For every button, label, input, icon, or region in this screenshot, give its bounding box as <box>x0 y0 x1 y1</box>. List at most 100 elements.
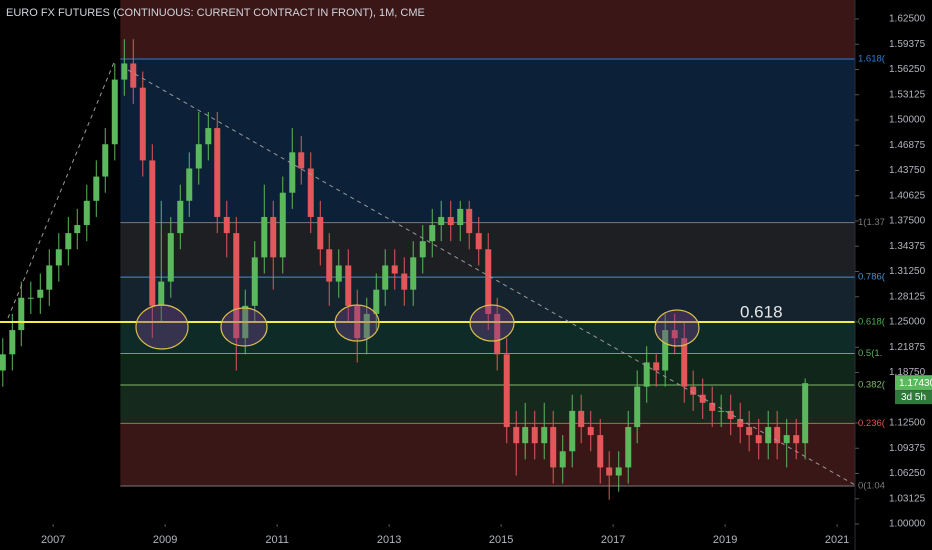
fib-label: 0.618( <box>858 317 886 328</box>
candle-body <box>550 427 557 468</box>
candle-body <box>699 394 706 403</box>
last-price-label: 1.17430 <box>899 378 932 389</box>
fib-label: 0.5(1. <box>858 348 882 359</box>
fib-label: 0.236( <box>858 418 886 429</box>
countdown-label: 3d 5h <box>901 392 926 403</box>
candle-body <box>559 451 566 468</box>
last-price-box <box>895 375 932 391</box>
time-axis-bg <box>0 524 855 550</box>
candle-body <box>653 362 660 371</box>
candle-body <box>307 168 314 217</box>
highlight-ellipse <box>135 304 189 350</box>
y-tick-label: 1.00000 <box>889 519 926 530</box>
trendline <box>7 59 116 319</box>
candle-body <box>587 427 594 436</box>
x-tick-label: 2015 <box>489 534 513 546</box>
fib-label: 0.382( <box>858 380 886 391</box>
candle-body <box>102 144 109 177</box>
candle-body <box>382 265 389 290</box>
candle-body <box>494 313 501 355</box>
candle-body <box>503 354 510 428</box>
candle-body <box>793 435 800 444</box>
candle-body <box>634 386 641 428</box>
candle-body <box>261 216 268 258</box>
x-tick-label: 2009 <box>153 534 177 546</box>
candle-body <box>373 289 380 314</box>
candle-body <box>457 208 464 226</box>
candle-body <box>774 427 781 444</box>
candle-body <box>205 128 212 145</box>
y-tick-label: 1.46875 <box>889 140 926 151</box>
x-tick-label: 2021 <box>825 534 849 546</box>
candle-body <box>270 216 277 258</box>
y-tick-label: 1.12500 <box>889 418 926 429</box>
y-tick-label: 1.50000 <box>889 115 926 126</box>
candle-body <box>317 216 324 250</box>
candle-body <box>541 427 548 444</box>
y-tick-label: 1.43750 <box>889 165 926 176</box>
y-tick-label: 1.21875 <box>889 342 926 353</box>
candle-body <box>93 176 100 201</box>
y-tick-label: 1.18750 <box>889 367 926 378</box>
candle-body <box>139 87 146 161</box>
fib-band <box>120 385 855 424</box>
candle-body <box>615 467 622 476</box>
candle-body <box>65 233 72 250</box>
candle-body <box>802 383 809 444</box>
candle-body <box>410 257 417 290</box>
candle-body <box>186 168 193 201</box>
candle-body <box>335 265 342 282</box>
candle-body <box>37 289 44 298</box>
candle-body <box>326 249 333 282</box>
highlight-ellipse <box>469 304 515 342</box>
fib-label: 1.618( <box>858 54 886 65</box>
y-tick-label: 1.25000 <box>889 317 926 328</box>
candle-body <box>447 216 454 226</box>
candle-body <box>83 200 90 226</box>
candle-body <box>419 241 426 258</box>
fib-band <box>120 58 855 223</box>
y-tick-label: 1.56250 <box>889 64 926 75</box>
candle-body <box>746 427 753 436</box>
candle-body <box>18 297 25 331</box>
fib-bands <box>120 0 855 487</box>
trendline <box>127 69 856 486</box>
candle-body <box>214 128 221 217</box>
candle-body <box>251 257 258 306</box>
candle-body <box>709 402 716 411</box>
candle-body <box>158 281 165 306</box>
candle-body <box>195 144 202 169</box>
x-tick-label: 2019 <box>713 534 737 546</box>
candle-body <box>737 418 744 428</box>
price-axis-bg <box>855 0 932 550</box>
candle-body <box>513 427 520 444</box>
x-tick-label: 2017 <box>601 534 625 546</box>
candle-body <box>606 467 613 476</box>
candle-body <box>475 233 482 250</box>
y-tick-label: 1.03125 <box>889 493 926 504</box>
x-tick-label: 2011 <box>265 534 289 546</box>
candle-body <box>597 435 604 468</box>
x-tick-label: 2007 <box>41 534 65 546</box>
x-tick-label: 2013 <box>377 534 401 546</box>
candle-body <box>130 63 137 88</box>
highlight-ellipse <box>334 304 380 342</box>
y-tick-label: 1.28125 <box>889 291 926 302</box>
y-tick-label: 1.31250 <box>889 266 926 277</box>
y-tick-label: 1.40625 <box>889 190 926 201</box>
candle-body <box>279 192 286 258</box>
fib-label: 0.786( <box>858 272 886 283</box>
y-tick-label: 1.62500 <box>889 14 926 25</box>
fib-band <box>120 0 855 59</box>
candle-body <box>755 435 762 444</box>
chart-title: EURO FX FUTURES (CONTINUOUS: CURRENT CON… <box>6 7 425 19</box>
candle-body <box>177 200 184 234</box>
highlight-ellipse <box>220 307 268 347</box>
candle-body <box>149 160 156 306</box>
candle-body <box>578 410 585 428</box>
drawings <box>135 304 700 350</box>
candle-body <box>363 313 370 339</box>
candle-body <box>662 330 669 371</box>
